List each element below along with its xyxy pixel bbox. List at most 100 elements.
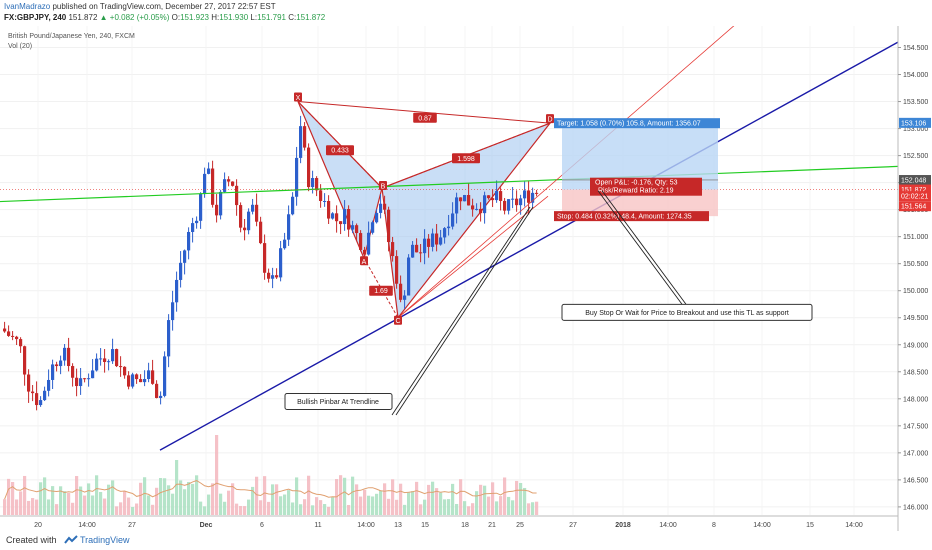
candle-body bbox=[455, 197, 459, 214]
volume-bar bbox=[223, 501, 227, 515]
candle-body bbox=[151, 370, 155, 384]
price-tick-label: 150.500 bbox=[903, 261, 928, 268]
volume-bar bbox=[247, 499, 251, 515]
candle-body bbox=[3, 328, 7, 332]
candle-body bbox=[399, 283, 403, 300]
pattern-point-a-box bbox=[360, 256, 368, 266]
pattern-point-b: B bbox=[381, 184, 386, 191]
volume-bar bbox=[367, 495, 371, 515]
price-axis-marker bbox=[899, 191, 931, 202]
volume-bar bbox=[287, 490, 291, 515]
candle-body bbox=[183, 250, 187, 263]
time-axis: 20 14:00 27 Dec 6 11 14:00 13 15 18 21 25 27 2018 14:0… bbox=[0, 515, 898, 529]
volume-bar bbox=[115, 506, 119, 515]
candle-body bbox=[35, 393, 39, 406]
volume-bar bbox=[451, 483, 455, 515]
volume-bar bbox=[383, 483, 387, 515]
created-with-label: Created with bbox=[6, 535, 57, 545]
pattern-point-c: C bbox=[395, 318, 400, 325]
volume-bar bbox=[27, 500, 31, 515]
candle-body bbox=[531, 192, 535, 203]
price-axis-marker-label: 153.106 bbox=[901, 120, 926, 127]
harmonic-pattern bbox=[297, 101, 552, 320]
volume-bar bbox=[183, 489, 187, 515]
publish-info: published on TradingView.com, December 2… bbox=[52, 2, 276, 11]
volume-bar bbox=[399, 483, 403, 515]
candle-body bbox=[79, 378, 83, 387]
low-value: 151.791 bbox=[257, 13, 286, 22]
candle-body bbox=[407, 257, 411, 296]
price-tick-label: 153.500 bbox=[903, 99, 928, 106]
candle-body bbox=[459, 197, 463, 202]
candle-body bbox=[91, 370, 95, 379]
volume-bar bbox=[507, 496, 511, 515]
pattern-labels: X A B C D 0.433 1.69 1.598 0.87 bbox=[294, 92, 554, 325]
candle-body bbox=[275, 275, 279, 278]
volume-bar bbox=[75, 476, 79, 515]
volume-bar bbox=[251, 486, 255, 515]
volume-bar bbox=[463, 501, 467, 515]
green-resistance-line[interactable] bbox=[0, 165, 899, 203]
ratio-label-box bbox=[452, 153, 480, 164]
high-value: 151.930 bbox=[219, 13, 249, 22]
candle-body bbox=[147, 370, 151, 380]
pattern-point-d: D bbox=[547, 117, 552, 124]
volume-bar bbox=[443, 499, 447, 515]
pinbar-note-box[interactable] bbox=[284, 393, 393, 411]
pl-label-box bbox=[590, 177, 702, 196]
pattern-line-xb bbox=[297, 101, 383, 189]
volume-bar bbox=[535, 501, 539, 515]
time-tick-label: 8 bbox=[712, 522, 716, 529]
volume-bar bbox=[175, 460, 179, 515]
volume-bar bbox=[319, 500, 323, 515]
pattern-point-d-box bbox=[546, 114, 554, 124]
candle-body bbox=[359, 233, 363, 250]
volume-bar bbox=[83, 495, 87, 515]
tradingview-logo-icon bbox=[64, 535, 78, 547]
author-link[interactable]: IvanMadrazo bbox=[4, 2, 51, 11]
price-axis-marker-label: 02:02:21 bbox=[901, 194, 928, 201]
candle-body bbox=[443, 228, 447, 238]
candle-body bbox=[511, 198, 515, 200]
tradingview-brand-link[interactable]: TradingView bbox=[80, 535, 130, 545]
volume-bar bbox=[199, 501, 203, 515]
volume-bar bbox=[343, 477, 347, 515]
volume-bar bbox=[279, 496, 283, 515]
candle-body bbox=[283, 239, 287, 249]
volume-bar bbox=[447, 499, 451, 515]
price-tick-label: 147.500 bbox=[903, 423, 928, 430]
candle-body bbox=[447, 226, 451, 229]
volume-bar bbox=[283, 494, 287, 515]
volume-bar bbox=[143, 477, 147, 515]
candle-body bbox=[191, 223, 195, 232]
volume-bar bbox=[235, 503, 239, 515]
ratio-label: 1.598 bbox=[457, 156, 475, 163]
volume-bar bbox=[215, 435, 219, 515]
time-tick-label: 15 bbox=[421, 522, 429, 529]
pattern-point-x: X bbox=[296, 95, 301, 102]
blue-support-trendline[interactable] bbox=[159, 41, 899, 451]
target-label-box bbox=[554, 118, 720, 129]
candle-body bbox=[87, 378, 91, 380]
annotations[interactable]: Bullish Pinbar At Trendline Buy Stop Or W… bbox=[284, 190, 813, 416]
volume-bar bbox=[347, 504, 351, 515]
price-chart[interactable]: Target: 1.058 (0.70%) 105.8, Amount: 135… bbox=[0, 26, 932, 531]
long-position-tool[interactable]: Target: 1.058 (0.70%) 105.8, Amount: 135… bbox=[554, 118, 720, 222]
breakout-note-box[interactable] bbox=[561, 303, 813, 321]
volume-bar bbox=[411, 491, 415, 515]
pattern-line-ac bbox=[363, 258, 399, 318]
red-trendline-short[interactable] bbox=[397, 195, 549, 319]
candle-body bbox=[471, 205, 475, 210]
candle-body bbox=[127, 375, 131, 387]
price-axis-marker-label: 151.872 bbox=[901, 187, 926, 194]
time-tick-label: 14:00 bbox=[659, 522, 677, 529]
symbol-label: FX:GBPJPY, 240 bbox=[4, 13, 67, 22]
volume-bar bbox=[295, 477, 299, 515]
candle-body bbox=[227, 179, 231, 182]
volume-ma-line bbox=[4, 480, 537, 500]
candle-body bbox=[139, 379, 143, 383]
candle-body bbox=[391, 242, 395, 257]
volume-bar bbox=[67, 492, 71, 515]
candle-body bbox=[107, 361, 111, 363]
pattern-point-c-box bbox=[394, 315, 402, 325]
